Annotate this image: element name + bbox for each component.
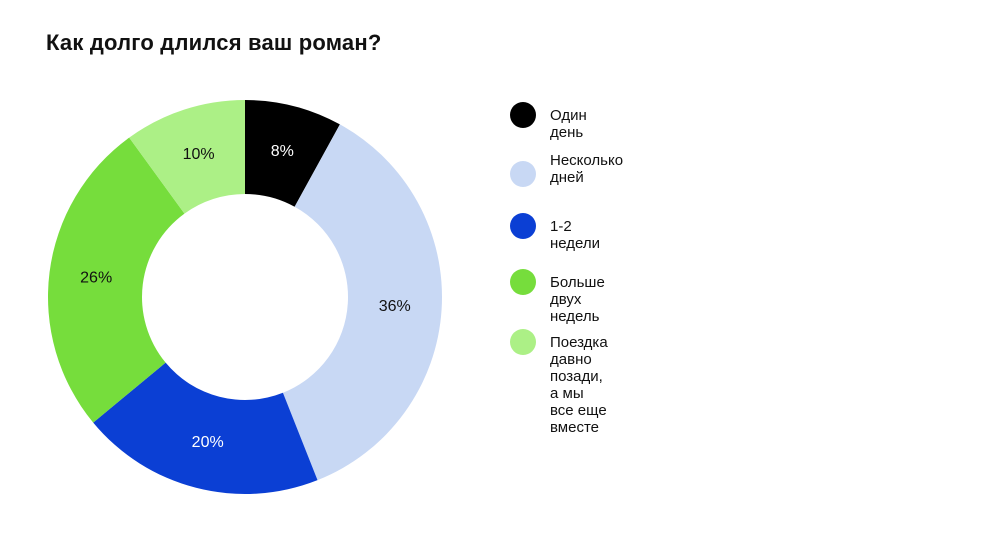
slice-label: 8% bbox=[271, 143, 294, 160]
slice-label: 10% bbox=[183, 146, 215, 163]
donut-slice-1 bbox=[282, 124, 442, 481]
slice-label: 20% bbox=[192, 434, 224, 451]
donut-slices bbox=[48, 100, 442, 494]
legend-label: 1-2 недели bbox=[550, 218, 601, 252]
legend-swatch bbox=[510, 329, 536, 355]
legend-item-several-days: Несколько дней bbox=[510, 152, 623, 187]
donut-slice-3 bbox=[48, 137, 185, 423]
chart-title: Как долго длился ваш роман? bbox=[46, 30, 382, 55]
legend-label-line2: дней bbox=[550, 169, 584, 186]
legend-swatch bbox=[510, 213, 536, 239]
donut-slice-2 bbox=[93, 362, 318, 494]
legend-item-one-day: Один день bbox=[510, 102, 587, 141]
legend-label: Несколько дней bbox=[550, 152, 623, 186]
donut-slice-0 bbox=[245, 100, 340, 207]
slice-label: 36% bbox=[379, 298, 411, 315]
legend-swatch bbox=[510, 269, 536, 295]
legend-label-line1: Несколько bbox=[550, 152, 624, 169]
legend-item-still-together: Поездка давно позади, а мы все еще вмест… bbox=[510, 329, 608, 436]
legend-label: Больше двух недель bbox=[550, 274, 605, 325]
legend-label: Один день bbox=[550, 107, 587, 141]
donut-slice-4 bbox=[129, 100, 245, 214]
legend-label: Поездка давно позади, а мы все еще вмест… bbox=[550, 334, 608, 436]
slice-labels: 8% 36% 20% 26% 10% bbox=[80, 143, 411, 451]
legend-item-1-2-weeks: 1-2 недели bbox=[510, 213, 600, 252]
donut-chart: 8% 36% 20% 26% 10% bbox=[48, 100, 442, 494]
legend-swatch bbox=[510, 161, 536, 187]
legend-swatch bbox=[510, 102, 536, 128]
legend-item-more-than-two-weeks: Больше двух недель bbox=[510, 269, 605, 325]
slice-label: 26% bbox=[80, 270, 112, 287]
